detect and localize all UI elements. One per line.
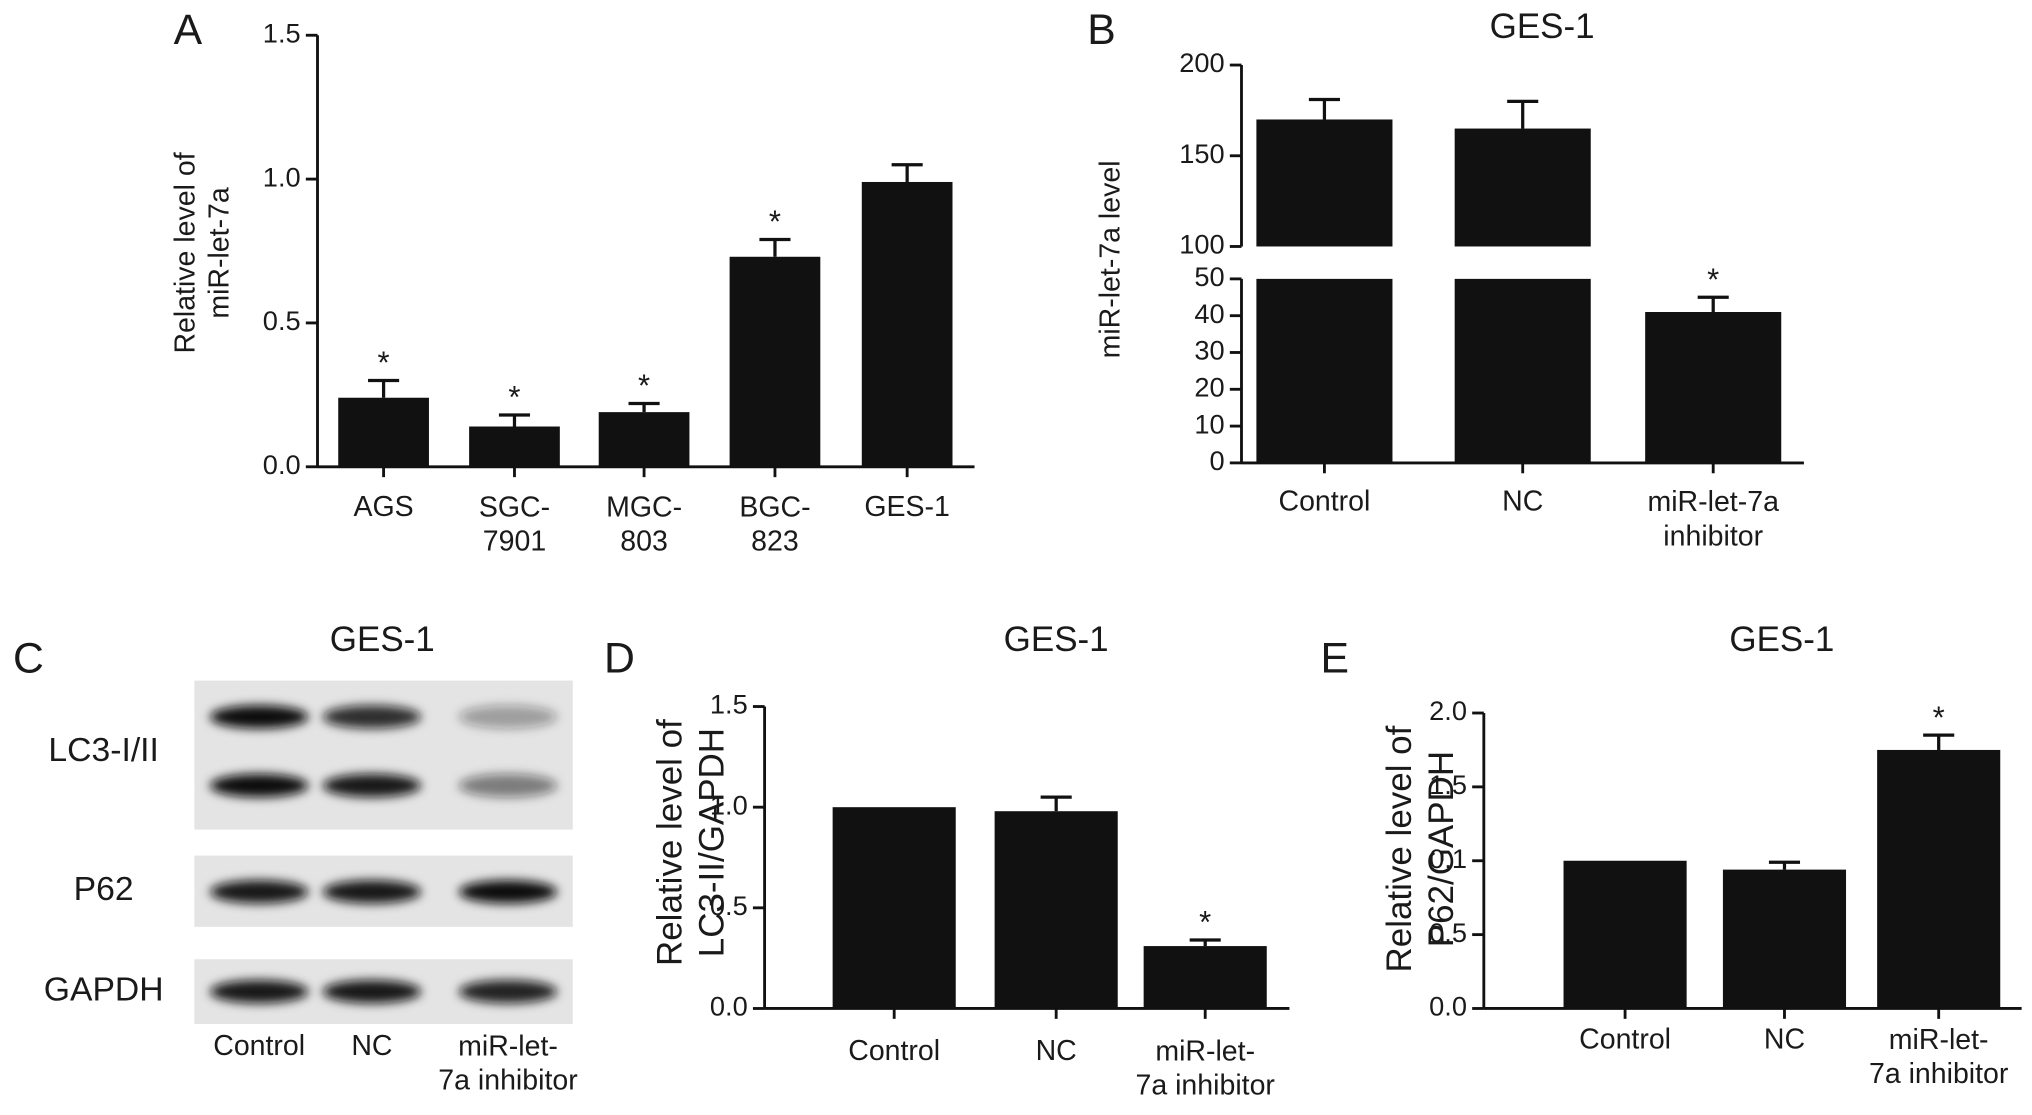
x-tick-label: SGC-7901 [479, 491, 550, 557]
panel-title: GES-1 [1004, 620, 1109, 659]
y-tick-label: 0.5 [1429, 917, 1467, 948]
x-tick-label: AGS [353, 491, 413, 523]
significance: * [769, 204, 781, 239]
y-tick-label: 200 [1179, 47, 1224, 78]
blot-band [209, 979, 309, 1004]
bar [994, 811, 1118, 1009]
y-tick-label: 1.5 [263, 17, 301, 48]
bar [729, 256, 821, 467]
blot-band [458, 880, 558, 904]
y-axis-label: Relative level of LC3-II/GAPDH [651, 719, 732, 966]
x-tick-label: miR-let-7a inhibitor [1647, 486, 1779, 552]
bar [1454, 128, 1591, 247]
significance: * [1199, 905, 1211, 940]
significance: * [1707, 262, 1719, 297]
x-tick-label: Control [1278, 486, 1370, 518]
blot-row-label: LC3-I/II [48, 732, 158, 769]
y-tick-label: 50 [1194, 261, 1224, 292]
y-tick-label: 0.0 [710, 991, 748, 1022]
blot-band [322, 979, 422, 1004]
y-tick-label: 100 [1179, 229, 1224, 260]
panel-letter: E [1321, 634, 1350, 682]
significance: * [638, 368, 650, 403]
x-tick-label: Control [1579, 1023, 1671, 1055]
y-tick-label: 0.0 [263, 449, 301, 480]
significance: * [1933, 700, 1945, 735]
significance: * [378, 345, 390, 380]
y-tick-label: 40 [1194, 298, 1224, 329]
bar [469, 426, 560, 467]
x-tick-label: NC [1502, 486, 1543, 518]
blot-band [322, 705, 422, 729]
bar [861, 181, 953, 467]
bar [1256, 278, 1393, 463]
blot-band [458, 705, 558, 729]
y-tick-label: 20 [1194, 371, 1224, 402]
y-tick-label: 0.1 [1429, 843, 1467, 874]
blot-lane-label: Control [213, 1030, 305, 1062]
blot-band [209, 773, 309, 798]
panel-title: GES-1 [330, 620, 435, 659]
x-tick-label: miR-let-7a inhibitor [1135, 1035, 1275, 1101]
bar [1722, 869, 1847, 1009]
panel-letter: B [1087, 6, 1116, 54]
x-tick-label: NC [1036, 1035, 1077, 1067]
y-axis-label: Relative level of miR-let-7a [169, 152, 235, 353]
y-tick-label: 2.0 [1429, 695, 1467, 726]
blot-band [322, 773, 422, 798]
y-tick-label: 1.5 [710, 689, 748, 720]
x-tick-label: miR-let-7a inhibitor [1869, 1023, 2009, 1089]
x-tick-label: NC [1764, 1023, 1805, 1055]
bar [1563, 860, 1687, 1009]
bar [832, 807, 956, 1009]
y-axis-label: Relative level of P62/GAPDH [1380, 725, 1461, 972]
y-tick-label: 0.0 [1429, 991, 1467, 1022]
y-tick-label: 0.5 [263, 305, 301, 336]
x-tick-label: Control [848, 1035, 940, 1067]
y-tick-label: 10 [1194, 408, 1224, 439]
significance: * [508, 380, 520, 415]
x-tick-label: BGC-823 [739, 491, 810, 557]
bar [598, 412, 690, 467]
panel-letter: D [604, 634, 635, 682]
blot-band [458, 773, 558, 798]
blot-lane-label: miR-let-7a inhibitor [438, 1030, 578, 1096]
panel-title: GES-1 [1490, 7, 1595, 46]
panel-letter: C [13, 634, 44, 682]
blot-band [322, 880, 422, 904]
y-tick-label: 0.5 [710, 890, 748, 921]
blot-band [209, 880, 309, 904]
x-tick-label: MGC-803 [606, 491, 682, 557]
blot-row-label: GAPDH [44, 972, 164, 1009]
blot-band [209, 705, 309, 729]
bar [1454, 278, 1591, 463]
bar [1877, 749, 2001, 1009]
y-axis-label: miR-let-7a level [1094, 160, 1126, 358]
blot-band [458, 979, 558, 1004]
blot-membrane [194, 680, 573, 830]
panel-title: GES-1 [1729, 620, 1834, 659]
y-tick-label: 1.0 [263, 161, 301, 192]
y-tick-label: 1.5 [1429, 769, 1467, 800]
blot-lane-label: NC [351, 1030, 392, 1062]
y-tick-label: 1.0 [710, 789, 748, 820]
y-tick-label: 30 [1194, 335, 1224, 366]
y-tick-label: 150 [1179, 138, 1224, 169]
y-tick-label: 0 [1210, 445, 1225, 476]
bar [1143, 946, 1267, 1009]
bar [1256, 119, 1393, 247]
blot-row-label: P62 [74, 871, 134, 908]
x-tick-label: GES-1 [864, 491, 950, 523]
panel-letter: A [174, 6, 203, 54]
bar [338, 397, 429, 467]
bar [1645, 312, 1782, 463]
